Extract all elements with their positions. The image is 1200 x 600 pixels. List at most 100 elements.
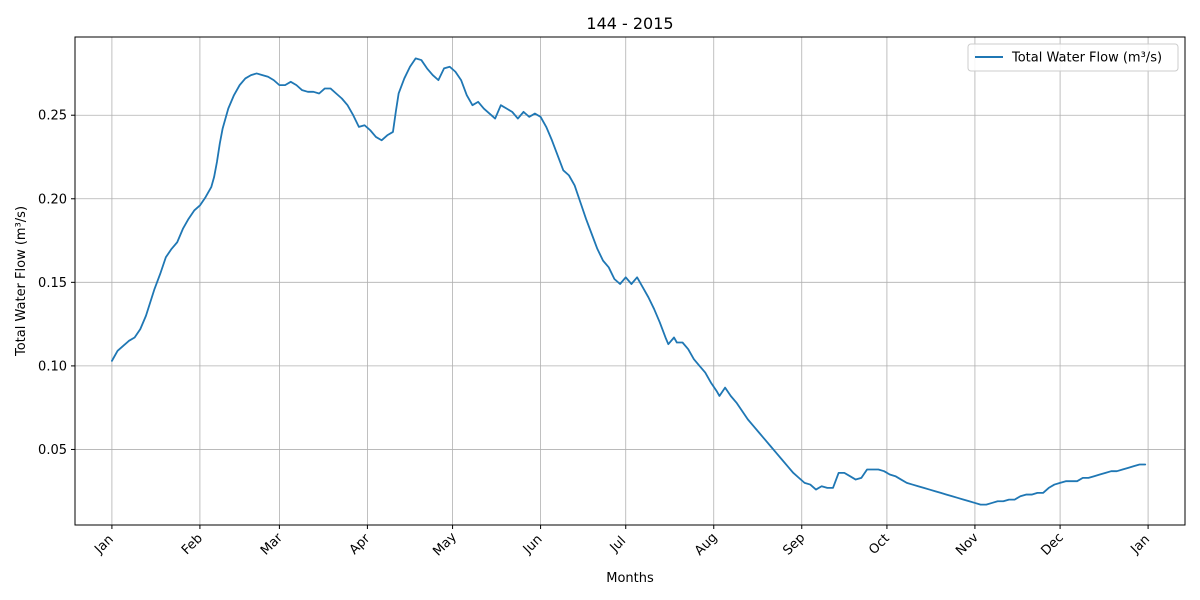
data-point xyxy=(216,161,218,163)
data-point xyxy=(279,84,281,86)
x-tick-label: Feb xyxy=(179,531,206,558)
data-point xyxy=(460,79,462,81)
data-point xyxy=(1002,500,1004,502)
data-point xyxy=(392,131,394,133)
data-point xyxy=(386,134,388,136)
data-point xyxy=(1059,482,1061,484)
data-point xyxy=(659,322,661,324)
data-point xyxy=(889,474,891,476)
y-axis: 0.05 0.10 0.15 0.20 0.25 xyxy=(38,109,75,458)
data-point xyxy=(239,84,241,86)
data-point xyxy=(227,108,229,110)
data-point xyxy=(585,218,587,220)
data-point xyxy=(758,432,760,434)
data-point xyxy=(699,365,701,367)
data-point xyxy=(364,124,366,126)
data-point xyxy=(403,78,405,80)
data-point xyxy=(117,350,119,352)
x-tick-label: Sep xyxy=(780,531,808,559)
y-axis-title: Total Water Flow (m³/s) xyxy=(14,206,29,357)
data-point xyxy=(849,475,851,477)
data-point xyxy=(642,286,644,288)
data-point xyxy=(1025,494,1027,496)
data-point xyxy=(602,260,604,262)
data-point xyxy=(710,382,712,384)
data-point xyxy=(1133,465,1135,467)
data-point xyxy=(704,372,706,374)
x-tick-label: Dec xyxy=(1038,530,1066,558)
data-point xyxy=(608,266,610,268)
data-point xyxy=(1105,472,1107,474)
data-point xyxy=(330,88,332,90)
data-point xyxy=(205,196,207,198)
data-point xyxy=(804,482,806,484)
data-point xyxy=(210,186,212,188)
data-point xyxy=(591,233,593,235)
legend-label: Total Water Flow (m³/s) xyxy=(1011,51,1162,66)
data-point xyxy=(1054,484,1056,486)
data-point xyxy=(398,93,400,95)
data-point xyxy=(809,484,811,486)
data-point xyxy=(273,79,275,81)
data-point xyxy=(631,283,633,285)
data-point xyxy=(997,500,999,502)
data-point xyxy=(753,425,755,427)
data-point xyxy=(284,84,286,86)
data-point xyxy=(1071,480,1073,482)
data-point xyxy=(528,116,530,118)
data-point xyxy=(145,315,147,317)
data-point xyxy=(687,348,689,350)
data-point xyxy=(540,116,542,118)
data-point xyxy=(182,228,184,230)
data-point xyxy=(770,445,772,447)
x-tick-label: Apr xyxy=(347,531,374,558)
data-point xyxy=(730,395,732,397)
data-point xyxy=(219,143,221,145)
data-point xyxy=(815,489,817,491)
x-axis-title: Months xyxy=(606,571,654,586)
data-point xyxy=(511,111,513,113)
data-point xyxy=(341,98,343,100)
data-point xyxy=(579,201,581,203)
data-point xyxy=(122,345,124,347)
data-point xyxy=(358,126,360,128)
data-point xyxy=(596,248,598,250)
data-point xyxy=(787,465,789,467)
data-point xyxy=(1122,469,1124,471)
x-tick-label: May xyxy=(430,530,460,560)
data-point xyxy=(483,108,485,110)
data-point xyxy=(682,342,684,344)
data-point xyxy=(466,94,468,96)
data-point xyxy=(128,340,130,342)
x-tick-label: Jul xyxy=(607,534,629,556)
data-point xyxy=(426,68,428,70)
chart-title: 144 - 2015 xyxy=(586,14,673,33)
data-point xyxy=(826,487,828,489)
data-point xyxy=(792,472,794,474)
data-point xyxy=(929,489,931,491)
data-point xyxy=(562,169,564,171)
data-point xyxy=(747,418,749,420)
data-point xyxy=(1099,474,1101,476)
data-point xyxy=(673,337,675,339)
data-point xyxy=(917,485,919,487)
x-tick-label: Jan xyxy=(1128,532,1153,557)
data-point xyxy=(775,452,777,454)
data-point xyxy=(188,218,190,220)
data-point xyxy=(193,210,195,212)
data-point xyxy=(636,276,638,278)
data-point xyxy=(1088,477,1090,479)
data-point xyxy=(159,273,161,275)
data-point xyxy=(716,390,718,392)
data-point xyxy=(985,504,987,506)
data-point xyxy=(574,185,576,187)
data-point xyxy=(409,66,411,68)
data-point xyxy=(449,66,451,68)
data-point xyxy=(821,485,823,487)
plot-frame xyxy=(74,36,1186,526)
x-axis: Jan Feb Mar Apr May Jun Jul Aug Sep Oct Nov Dec Jan xyxy=(91,525,1153,559)
data-point xyxy=(139,328,141,330)
legend-box xyxy=(967,43,1179,72)
